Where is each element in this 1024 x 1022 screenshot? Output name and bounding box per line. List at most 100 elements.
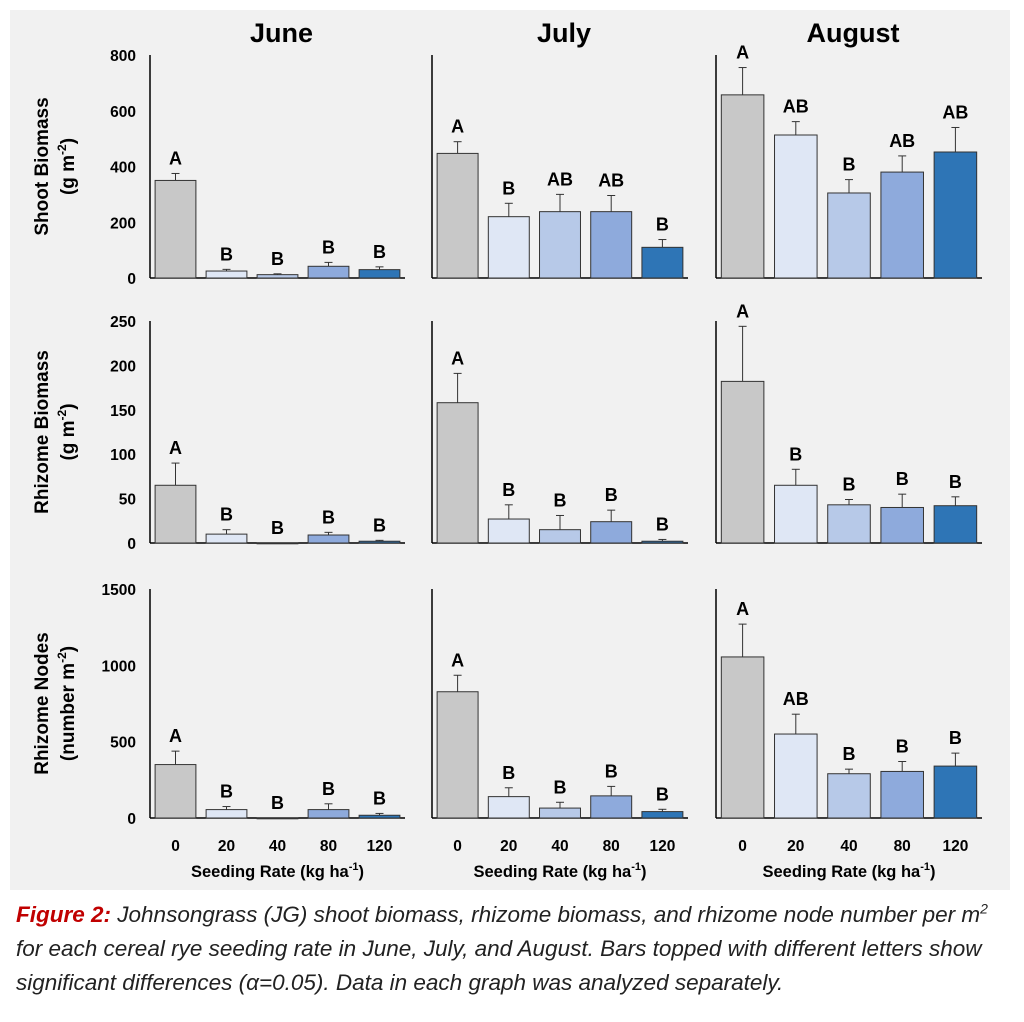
x-tick-label: 120 <box>367 838 393 855</box>
bar-june-0 <box>154 484 197 544</box>
significance-letter: A <box>451 117 464 137</box>
significance-letter: AB <box>783 97 809 117</box>
bar-august-80 <box>880 171 924 279</box>
bar-june-120 <box>358 540 401 544</box>
figure-panel <box>10 10 1010 890</box>
significance-letter: B <box>896 469 909 489</box>
bar-july-120 <box>641 540 684 544</box>
bar-july-0 <box>436 152 479 279</box>
x-axis-title: Seeding Rate (kg ha-1) <box>763 861 936 881</box>
bar-july-20 <box>487 518 530 544</box>
bar-june-40 <box>256 542 299 545</box>
significance-letter: B <box>373 788 386 808</box>
x-tick-label: 40 <box>269 838 286 855</box>
bar-august-120 <box>933 505 978 544</box>
bar-june-120 <box>358 814 401 819</box>
bar-july-20 <box>487 216 530 279</box>
y-tick-label: 1500 <box>102 582 136 599</box>
figure-caption: Figure 2: Johnsongrass (JG) shoot biomas… <box>16 898 1011 1000</box>
bar-august-40 <box>827 773 871 819</box>
bar-august-80 <box>880 770 924 819</box>
significance-letter: A <box>169 726 182 746</box>
x-axis-title: Seeding Rate (kg ha-1) <box>191 861 364 881</box>
significance-letter: B <box>554 777 567 797</box>
y-tick-label: 1000 <box>102 658 136 675</box>
y-axis-label-line2: (g m <box>58 155 79 195</box>
y-axis-label-sup: -2 <box>55 652 69 663</box>
significance-letter: B <box>271 793 284 813</box>
bar-august-0 <box>720 94 765 279</box>
caption-text: Johnsongrass (JG) shoot biomass, rhizome… <box>117 902 981 927</box>
significance-letter: B <box>220 505 233 525</box>
significance-letter: B <box>502 763 515 783</box>
x-tick-label: 0 <box>453 838 462 855</box>
y-tick-label: 50 <box>119 492 136 509</box>
bar-july-120 <box>641 246 684 279</box>
significance-letter: B <box>373 515 386 535</box>
bar-august-40 <box>827 504 871 544</box>
bar-july-0 <box>436 691 479 819</box>
x-tick-label: 120 <box>942 838 968 855</box>
significance-letter: B <box>843 155 856 175</box>
significance-letter: B <box>322 507 335 527</box>
bar-june-80 <box>307 265 350 279</box>
significance-letter: B <box>502 480 515 500</box>
x-tick-label: 20 <box>500 838 517 855</box>
bar-august-80 <box>880 506 924 544</box>
y-axis-label-end: ) <box>58 138 79 144</box>
significance-letter: B <box>322 237 335 257</box>
bar-july-80 <box>590 521 633 544</box>
y-axis-label-line1: Shoot Biomass <box>32 97 53 235</box>
y-axis-label: Rhizome Biomass (g m-2) <box>32 350 79 514</box>
significance-letter: B <box>605 761 618 781</box>
caption-text-after: for each cereal rye seeding rate in June… <box>16 936 982 995</box>
significance-letter: B <box>656 215 669 235</box>
significance-letter: B <box>949 728 962 748</box>
significance-letter: B <box>656 784 669 804</box>
bar-august-120 <box>933 765 978 819</box>
significance-letter: B <box>271 249 284 269</box>
bar-july-0 <box>436 402 479 544</box>
significance-letter: AB <box>783 689 809 709</box>
significance-letter: B <box>271 518 284 538</box>
x-tick-label: 0 <box>738 838 747 855</box>
bar-june-0 <box>154 179 197 279</box>
caption-superscript: 2 <box>980 900 988 917</box>
y-axis-label-line1: Rhizome Nodes <box>32 632 53 775</box>
significance-letter: AB <box>598 170 624 190</box>
bar-june-20 <box>205 270 248 279</box>
month-title-august: August <box>807 18 900 48</box>
y-axis-label-end: ) <box>58 646 79 652</box>
bar-august-20 <box>774 733 818 819</box>
significance-letter: AB <box>547 169 573 189</box>
significance-letter: AB <box>889 131 915 151</box>
significance-letter: B <box>373 242 386 262</box>
y-tick-label: 500 <box>110 735 136 752</box>
significance-letter: B <box>605 485 618 505</box>
y-tick-label: 0 <box>127 536 136 553</box>
significance-letter: A <box>169 148 182 168</box>
y-tick-label: 600 <box>110 104 136 121</box>
bar-june-120 <box>358 269 401 279</box>
month-title-june: June <box>250 18 313 48</box>
x-tick-label: 80 <box>603 838 620 855</box>
significance-letter: B <box>843 474 856 494</box>
significance-letter: B <box>896 737 909 757</box>
y-axis-label-sup: -2 <box>55 144 69 155</box>
significance-letter: A <box>169 438 182 458</box>
x-tick-label: 20 <box>218 838 235 855</box>
x-tick-label: 80 <box>894 838 911 855</box>
bar-june-0 <box>154 764 197 819</box>
x-tick-label: 80 <box>320 838 337 855</box>
x-tick-label: 120 <box>649 838 675 855</box>
y-tick-label: 200 <box>110 215 136 232</box>
bar-july-40 <box>539 211 581 279</box>
y-axis-label-line2: (g m <box>58 420 79 460</box>
y-tick-label: 150 <box>110 403 136 420</box>
bar-august-20 <box>774 484 818 544</box>
significance-letter: B <box>322 779 335 799</box>
y-axis-label-end: ) <box>58 403 79 409</box>
significance-letter: B <box>789 444 802 464</box>
significance-letter: B <box>843 744 856 764</box>
